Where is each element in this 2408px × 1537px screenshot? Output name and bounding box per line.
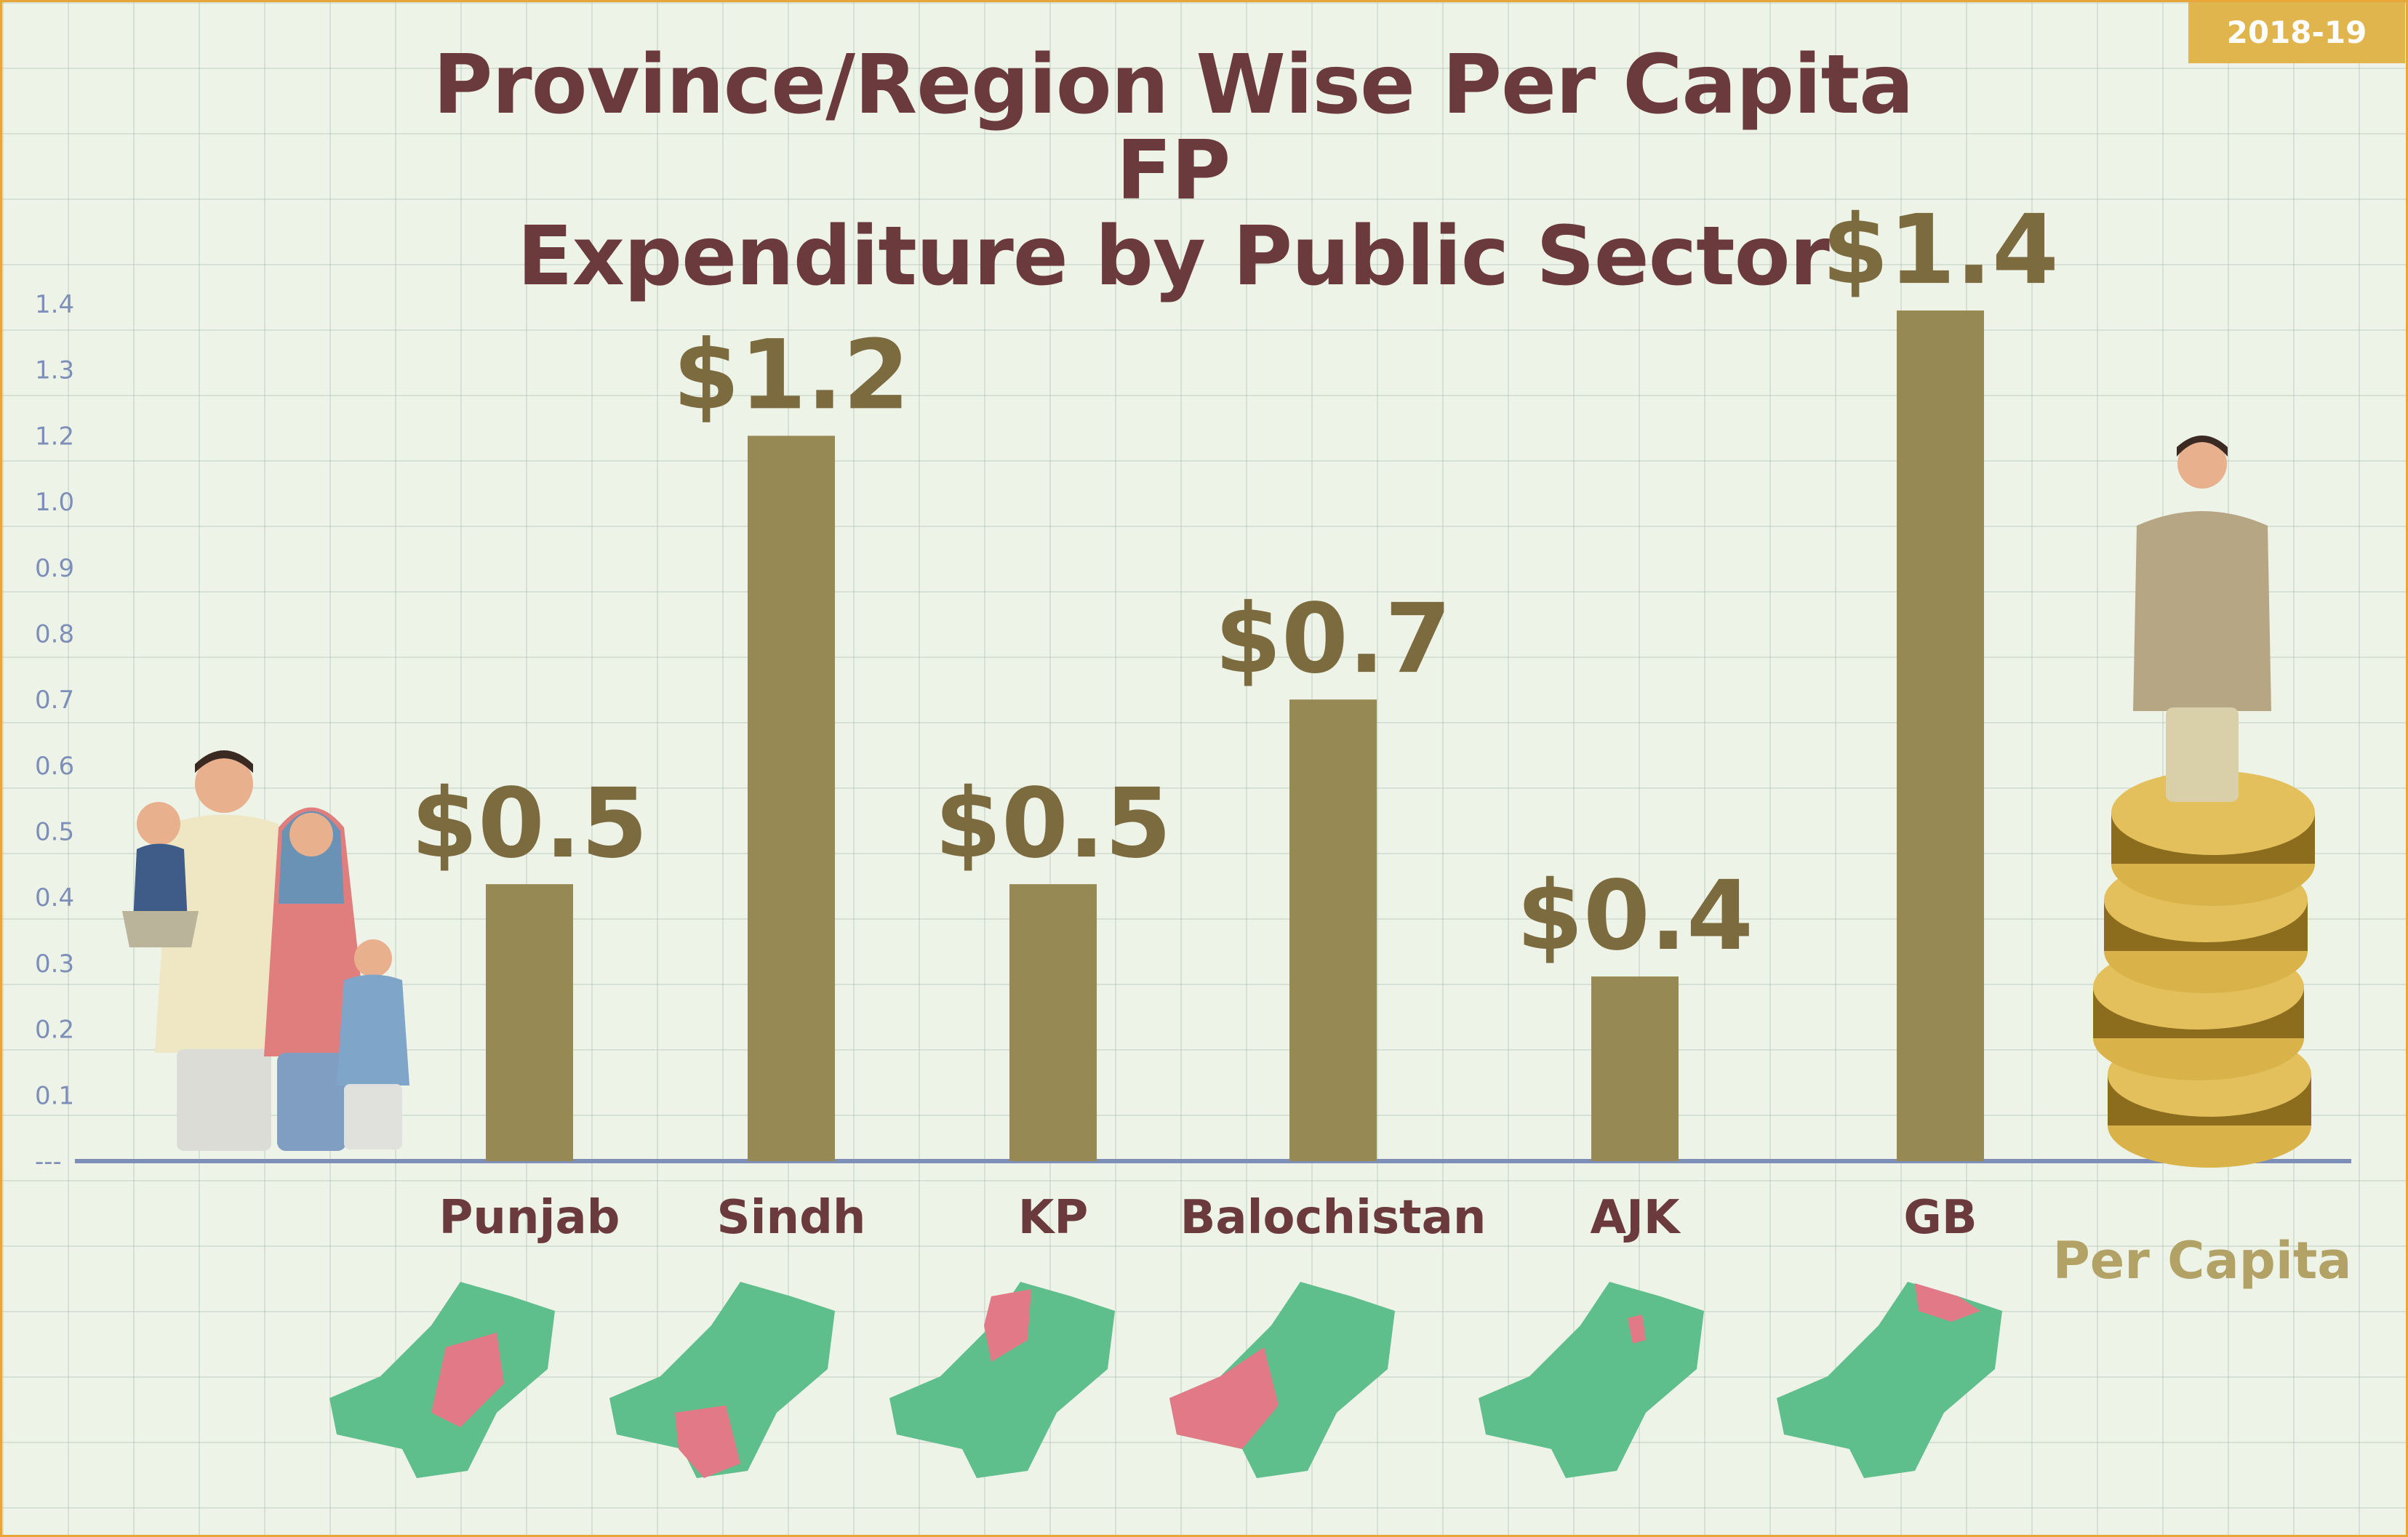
bar <box>748 436 835 1161</box>
map-punjab <box>329 1282 555 1478</box>
value-label: $1.2 <box>673 319 910 431</box>
title-line-1: Province/Region Wise Per Capita FP <box>433 38 1913 218</box>
value-label: $0.4 <box>1516 860 1753 972</box>
bar <box>486 884 573 1161</box>
y-tick-label: 0.3 <box>35 950 74 979</box>
category-label: Sindh <box>717 1191 866 1245</box>
y-tick-label: 0.1 <box>35 1081 74 1110</box>
coin-stack-illustration <box>2093 771 2315 1168</box>
bar <box>1009 884 1097 1161</box>
man-figure <box>2133 436 2271 802</box>
y-tick-label: 1.0 <box>35 488 74 517</box>
province-maps <box>329 1282 2002 1478</box>
value-labels: $0.5 $1.2 $0.5 $0.7 $0.4 $1.4 <box>411 194 2059 972</box>
father-figure <box>155 750 293 1151</box>
family-illustration <box>122 750 409 1151</box>
title-line-2: Expenditure by Public Sector <box>517 209 1830 304</box>
category-label: AJK <box>1591 1191 1681 1245</box>
per-capita-label: Per Capita <box>2052 1231 2352 1291</box>
year-badge: 2018-19 <box>2188 2 2405 63</box>
category-label: Punjab <box>439 1191 620 1245</box>
y-tick-label: 0.4 <box>35 883 74 912</box>
bar <box>1591 976 1679 1161</box>
category-label: Balochistan <box>1180 1191 1487 1245</box>
bars <box>486 310 1984 1162</box>
value-label: $0.7 <box>1215 583 1452 695</box>
bar <box>1897 310 1984 1162</box>
value-label: $0.5 <box>935 768 1172 880</box>
y-tick-label: 0.6 <box>35 752 74 781</box>
boy-figure <box>337 939 409 1149</box>
value-label: $1.4 <box>1822 194 2059 306</box>
map-balochistan <box>1169 1282 1395 1478</box>
y-tick-label: 0.5 <box>35 818 74 847</box>
y-tick-label: 1.2 <box>35 422 74 451</box>
y-tick-label: 1.3 <box>35 356 74 385</box>
y-tick-label: 1.4 <box>35 290 74 319</box>
map-kp <box>889 1282 1115 1478</box>
girl-figure <box>122 802 199 947</box>
y-axis-ticks: --- 0.1 0.2 0.3 0.4 0.5 0.6 0.7 0.8 0.9 1.0 1.2 1.3 1… <box>35 290 74 1176</box>
chart-title: Province/Region Wise Per Capita FP Expen… <box>409 42 1937 300</box>
y-tick-label: 0.9 <box>35 554 74 583</box>
y-tick-label: 0.2 <box>35 1016 74 1045</box>
y-tick-label: 0.8 <box>35 619 74 649</box>
bar <box>1289 699 1377 1161</box>
y-tick-label: 0.7 <box>35 686 74 715</box>
map-gb <box>1777 1282 2002 1478</box>
category-label: KP <box>1018 1191 1089 1245</box>
map-ajk <box>1479 1282 1704 1478</box>
category-labels: Punjab Sindh KP Balochistan AJK GB <box>439 1191 1977 1245</box>
y-tick-label-zero: --- <box>35 1147 62 1176</box>
map-sindh <box>609 1282 835 1478</box>
category-label: GB <box>1903 1191 1977 1245</box>
value-label: $0.5 <box>411 768 648 880</box>
